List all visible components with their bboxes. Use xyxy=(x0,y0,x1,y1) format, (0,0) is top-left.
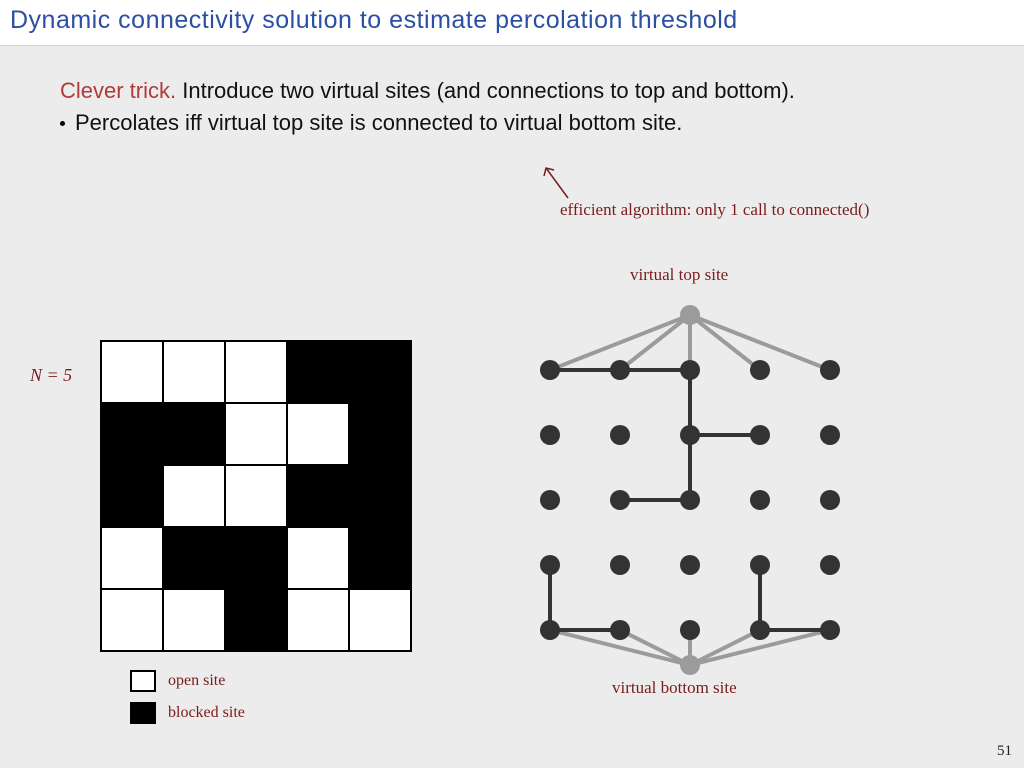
grid-cell xyxy=(287,589,349,651)
grid-cell xyxy=(287,403,349,465)
grid-cell xyxy=(163,465,225,527)
clever-trick-label: Clever trick. xyxy=(60,78,176,103)
grid-cell xyxy=(287,341,349,403)
legend-blocked-row: blocked site xyxy=(130,702,245,724)
legend-blocked-label: blocked site xyxy=(168,704,245,722)
grid-cell xyxy=(349,527,411,589)
grid-cell xyxy=(225,403,287,465)
grid-cell xyxy=(287,527,349,589)
legend: open site blocked site xyxy=(130,670,245,734)
bullet-text: Percolates iff virtual top site is conne… xyxy=(75,110,682,135)
virtual-bottom-label: virtual bottom site xyxy=(612,678,737,698)
page-title: Dynamic connectivity solution to estimat… xyxy=(10,6,1014,35)
grid-cell xyxy=(225,527,287,589)
open-swatch-icon xyxy=(130,670,156,692)
grid-cell xyxy=(225,341,287,403)
grid-cell xyxy=(225,589,287,651)
grid-cell xyxy=(349,403,411,465)
blocked-swatch-icon xyxy=(130,702,156,724)
grid-cell xyxy=(349,341,411,403)
body-text: Clever trick. Introduce two virtual site… xyxy=(0,46,1024,137)
grid-cell xyxy=(287,465,349,527)
virtual-sites-graph xyxy=(520,290,880,700)
grid-cell xyxy=(101,465,163,527)
grid-cell xyxy=(101,527,163,589)
legend-open-label: open site xyxy=(168,672,225,690)
grid-cell xyxy=(163,403,225,465)
percolation-grid xyxy=(100,340,412,652)
virtual-top-label: virtual top site xyxy=(630,265,728,285)
callout-arrow-icon xyxy=(540,162,580,202)
legend-open-row: open site xyxy=(130,670,245,692)
grid-cell xyxy=(225,465,287,527)
grid-cell xyxy=(163,527,225,589)
callout-text: efficient algorithm: only 1 call to conn… xyxy=(560,200,869,220)
grid-cell xyxy=(101,589,163,651)
grid-cell xyxy=(163,341,225,403)
clever-trick-text: Introduce two virtual sites (and connect… xyxy=(176,78,795,103)
grid-cell xyxy=(163,589,225,651)
grid-n-label: N = 5 xyxy=(30,365,72,386)
grid-cell xyxy=(101,403,163,465)
grid-cell xyxy=(349,589,411,651)
bullet-icon xyxy=(60,121,65,126)
grid-cell xyxy=(101,341,163,403)
title-bar: Dynamic connectivity solution to estimat… xyxy=(0,0,1024,46)
grid-cell xyxy=(349,465,411,527)
page-number: 51 xyxy=(997,743,1012,760)
